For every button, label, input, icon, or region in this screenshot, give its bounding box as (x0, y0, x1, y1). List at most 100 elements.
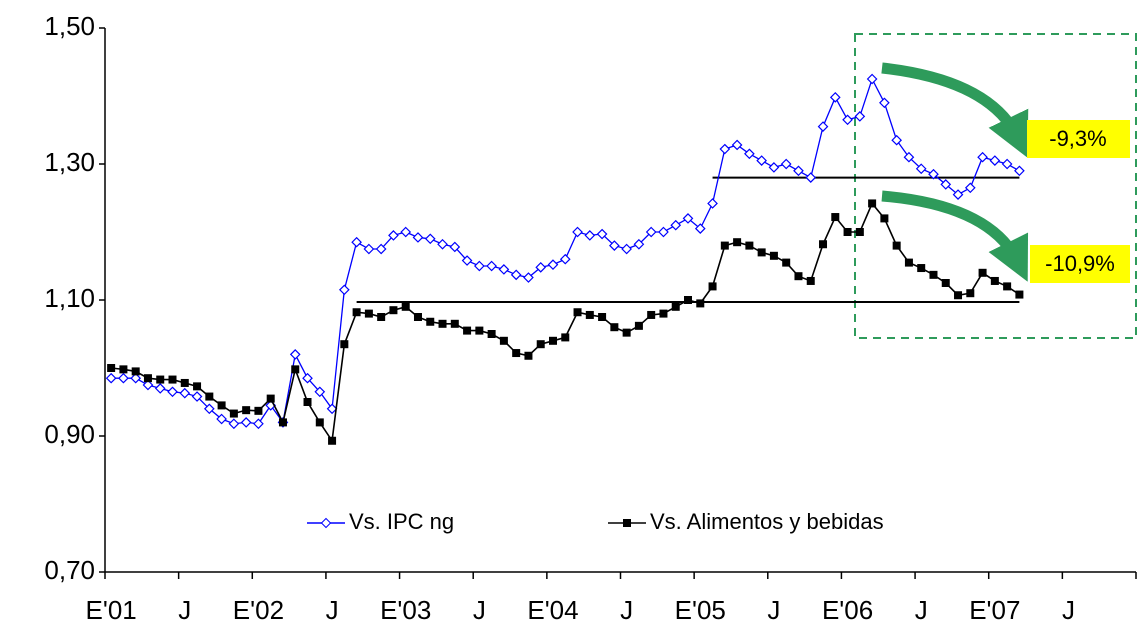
point (536, 340, 545, 349)
point (400, 226, 412, 238)
point (940, 179, 952, 190)
point (585, 310, 594, 319)
point (745, 241, 754, 250)
point (216, 413, 227, 425)
point (794, 272, 803, 281)
point (303, 398, 312, 406)
point (328, 436, 337, 445)
y-tick-label: 1,30 (44, 147, 95, 177)
point (413, 313, 422, 321)
point (424, 233, 436, 245)
point (941, 279, 950, 287)
point (880, 214, 889, 223)
point (843, 228, 852, 236)
point (819, 240, 828, 249)
point (720, 241, 729, 250)
point (694, 223, 706, 234)
point (351, 236, 362, 248)
annotation: -9,3% (1049, 126, 1106, 151)
point (769, 251, 778, 260)
point (989, 155, 1001, 166)
x-tick-label: J (178, 595, 191, 625)
point (242, 406, 251, 415)
point (548, 336, 557, 345)
point (892, 241, 901, 250)
point (670, 219, 682, 231)
x-tick-label: J (326, 595, 339, 625)
point (253, 418, 264, 430)
point (512, 349, 521, 358)
point (498, 264, 510, 275)
point (891, 134, 903, 146)
point (879, 97, 890, 109)
point (598, 313, 607, 321)
point (535, 262, 547, 273)
point (903, 151, 915, 163)
point (978, 268, 987, 277)
x-tick-label: J (473, 595, 486, 625)
x-tick-label: E'07 (969, 595, 1020, 625)
point (229, 409, 238, 418)
point (156, 375, 165, 384)
point (291, 365, 300, 374)
point (289, 349, 301, 360)
point (707, 198, 718, 209)
point (340, 340, 349, 349)
point (547, 259, 559, 270)
annotation-box (1030, 245, 1130, 283)
point (572, 226, 583, 238)
point (866, 73, 878, 85)
point (240, 417, 252, 428)
point (142, 379, 154, 391)
point (682, 213, 694, 224)
point (829, 92, 841, 103)
point (780, 158, 792, 170)
legend-item: Vs. IPC ng (307, 509, 454, 534)
point (1015, 290, 1024, 299)
point (107, 364, 116, 372)
point (130, 372, 142, 384)
point (855, 228, 864, 236)
point (119, 365, 128, 374)
x-tick-label: E'06 (822, 595, 873, 625)
point (928, 168, 939, 180)
point (757, 248, 766, 257)
point (658, 226, 669, 238)
point (671, 302, 680, 311)
point (363, 243, 375, 255)
point (954, 291, 963, 300)
highlight-box (854, 33, 1137, 339)
point (782, 258, 791, 267)
point (966, 289, 975, 298)
point (105, 372, 117, 384)
point (684, 296, 693, 304)
legend-item: Vs. Alimentos y bebidas (608, 509, 884, 534)
point (326, 403, 338, 415)
point (450, 319, 459, 328)
point (426, 317, 435, 326)
point (205, 392, 214, 401)
point (952, 189, 964, 200)
x-tick-label: E'03 (380, 595, 431, 625)
point (647, 310, 656, 319)
point (499, 336, 508, 345)
legend-marker (623, 519, 631, 527)
x-tick-label: J (767, 595, 780, 625)
point (1014, 165, 1025, 177)
point (573, 308, 582, 317)
point (731, 139, 743, 151)
point (131, 367, 140, 376)
point (463, 326, 472, 335)
point (733, 238, 742, 247)
point (487, 330, 496, 338)
point (278, 418, 287, 427)
point (696, 299, 705, 308)
point (768, 162, 780, 173)
point (719, 143, 731, 155)
point (314, 386, 326, 398)
point (524, 351, 533, 360)
point (486, 260, 497, 272)
point (805, 172, 817, 183)
x-tick-label: J (1062, 595, 1075, 625)
point (388, 230, 399, 241)
